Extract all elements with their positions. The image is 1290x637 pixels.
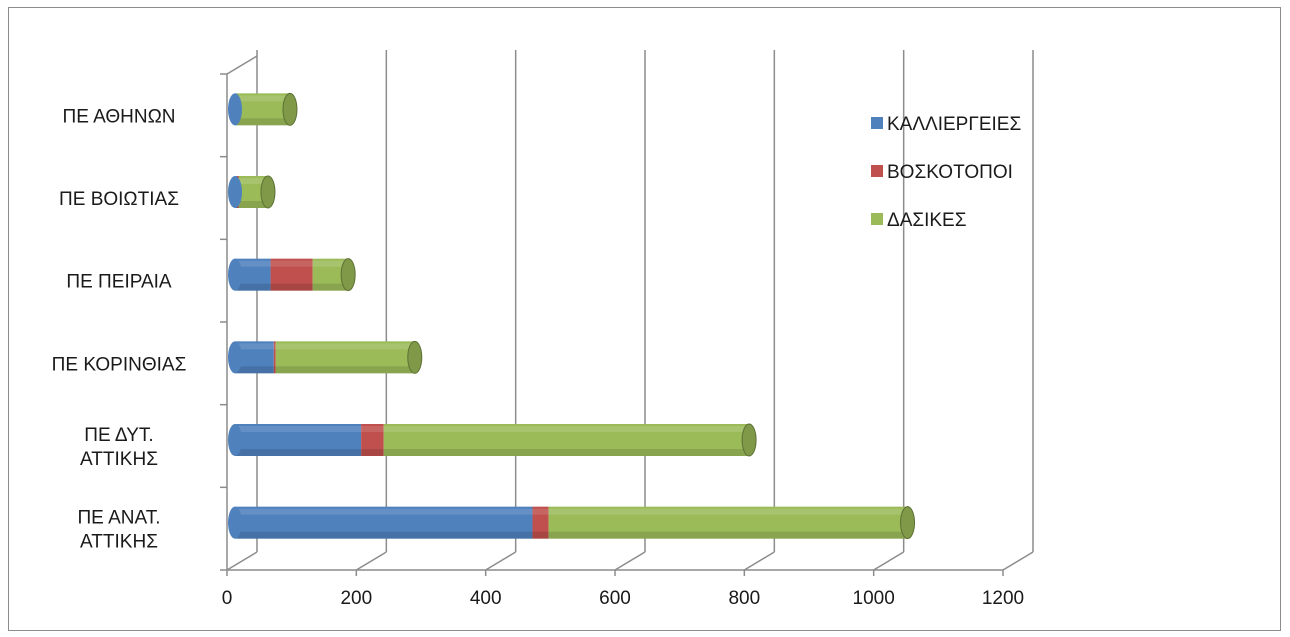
x-tick-label: 800 — [728, 588, 760, 609]
bar-highlight — [275, 343, 415, 350]
bar-start-cap — [228, 176, 242, 208]
category-label-line: ΠΕ ΚΟΡΙΝΘΙΑΣ — [52, 354, 187, 375]
category-label-line: ΠΕ ΑΝΑΤ. — [77, 508, 160, 529]
floor-gridline — [743, 551, 775, 571]
bar-highlight — [235, 426, 362, 432]
bar-shade — [312, 283, 349, 291]
bar-shade — [270, 283, 313, 291]
bar-shade — [273, 366, 276, 374]
floor-gridline — [355, 551, 387, 571]
bar-highlight — [532, 508, 549, 515]
bar-shade — [235, 449, 362, 456]
floor-gridline — [485, 551, 517, 571]
bar-shade — [235, 531, 533, 539]
category-label: ΠΕ ΔΥΤ. ΑΤΤΙΚΗΣ — [80, 425, 158, 470]
legend-swatch — [871, 117, 883, 129]
bar-end-cap — [900, 506, 916, 540]
bar-segment — [532, 506, 549, 539]
chart-frame: 0 200 400 600 800 1000 1200 ΠΕ ΑΝΑΤ. ΑΤΤΙΚΗΣ ΠΕ … — [8, 7, 1281, 631]
category-label-line: ΑΤΤΙΚΗΣ — [80, 532, 158, 553]
bar-shade — [383, 449, 750, 456]
bar-highlight — [236, 95, 290, 102]
bar-start-cap — [228, 341, 242, 374]
category-label: ΠΕ ΚΟΡΙΝΘΙΑΣ — [52, 354, 187, 375]
bar-highlight — [235, 343, 274, 350]
legend-label: ΔΑΣΙΚΕΣ — [887, 210, 966, 231]
bar-end-cap — [340, 258, 356, 292]
category-label: ΠΕ ΠΕΙΡΑΙΑ — [66, 272, 172, 293]
bar-highlight — [312, 260, 349, 267]
bar-highlight — [548, 508, 908, 515]
legend-label: ΚΑΛΛΙΕΡΓΕΙΕΣ — [887, 114, 1021, 135]
gridlines — [226, 50, 1034, 571]
bar-segment — [273, 341, 276, 374]
category-label-line: ΠΕ ΒΟΙΩΤΙΑΣ — [59, 189, 179, 210]
bar-segment — [383, 424, 750, 456]
x-tick-label: 1200 — [982, 588, 1024, 609]
category-label-line: ΑΤΤΙΚΗΣ — [80, 449, 158, 470]
category-label: ΠΕ ΑΘΗΝΩΝ — [62, 106, 175, 127]
bar-highlight — [273, 343, 276, 350]
category-labels: ΠΕ ΑΝΑΤ. ΑΤΤΙΚΗΣ ΠΕ ΔΥΤ. ΑΤΤΙΚΗΣ ΠΕ ΚΟΡΙΝΘΙΑ… — [52, 106, 187, 552]
bar-segment — [235, 506, 533, 539]
category-label: ΠΕ ΒΟΙΩΤΙΑΣ — [59, 189, 179, 210]
bar-segment — [361, 424, 384, 456]
bar-end-cap — [407, 340, 423, 374]
bar-end-cap — [260, 175, 276, 209]
category-label-line: ΠΕ ΠΕΙΡΑΙΑ — [66, 272, 172, 293]
category-label-line: ΠΕ ΔΥΤ. — [84, 425, 153, 446]
bar-shade — [361, 449, 384, 456]
bar-segment — [236, 93, 290, 126]
bar-start-cap — [228, 424, 242, 456]
legend: ΚΑΛΛΙΕΡΓΕΙΕΣ ΒΟΣΚΟΤΟΠΟΙ ΔΑΣΙΚΕΣ — [871, 114, 1021, 231]
x-tick-label: 200 — [340, 588, 372, 609]
bar-highlight — [270, 260, 313, 267]
bar-start-cap — [228, 258, 242, 291]
bar-highlight — [383, 426, 750, 432]
bar-shade — [235, 283, 271, 291]
floor-gridline — [873, 551, 905, 571]
bar-end-cap — [741, 423, 757, 457]
bar-highlight — [235, 260, 271, 267]
floor-gridline — [614, 551, 646, 571]
bar-start-cap — [228, 93, 242, 126]
category-label-line: ΠΕ ΑΘΗΝΩΝ — [62, 106, 175, 127]
bar-shade — [275, 366, 415, 374]
bar-segment — [235, 424, 362, 456]
bar-shade — [548, 531, 908, 539]
x-tick-label: 400 — [470, 588, 502, 609]
bar-highlight — [235, 508, 533, 515]
floor-gridline — [226, 551, 258, 571]
x-tick-label: 1000 — [853, 588, 895, 609]
category-label: ΠΕ ΑΝΑΤ. ΑΤΤΙΚΗΣ — [77, 508, 160, 553]
chart: 0 200 400 600 800 1000 1200 ΠΕ ΑΝΑΤ. ΑΤΤΙΚΗΣΠΕ … — [52, 50, 1034, 609]
bar-segment — [270, 258, 313, 291]
x-tick-label: 600 — [599, 588, 631, 609]
bar-segment — [548, 506, 908, 539]
x-tick-label: 0 — [222, 588, 233, 609]
legend-swatch — [871, 213, 883, 225]
bars — [228, 92, 916, 540]
bar-shade — [238, 201, 268, 208]
x-tick-labels: 0 200 400 600 800 1000 1200 — [222, 588, 1024, 609]
bar-end-cap — [282, 92, 298, 126]
bar-segment — [275, 341, 415, 374]
legend-swatch — [871, 165, 883, 177]
y-axis-top-edge — [226, 55, 258, 75]
bar-highlight — [238, 178, 268, 184]
bar-start-cap — [228, 506, 242, 539]
bar-shade — [532, 531, 549, 539]
bar-shade — [236, 118, 290, 126]
bar-shade — [235, 366, 274, 374]
axes — [220, 55, 1004, 576]
bar-highlight — [361, 426, 384, 432]
legend-label: ΒΟΣΚΟΤΟΠΟΙ — [887, 162, 1013, 183]
floor-gridline — [1002, 551, 1034, 571]
